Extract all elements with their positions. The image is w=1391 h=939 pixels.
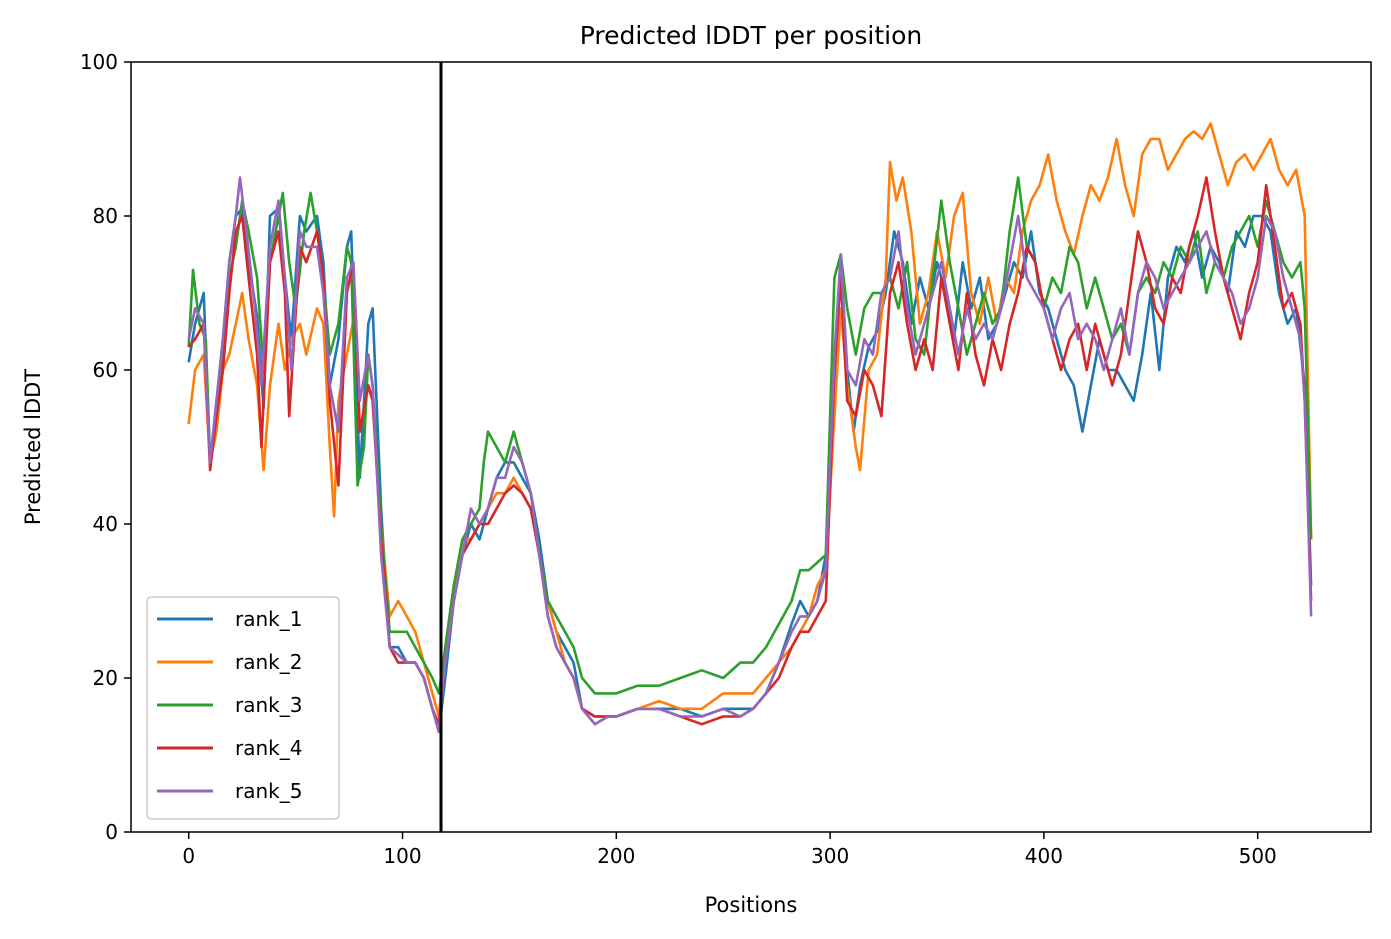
legend-label-rank_2: rank_2 [235,650,302,674]
x-tick-label: 0 [182,844,195,868]
x-tick-label: 300 [811,844,849,868]
y-axis: 0 20 40 60 80 100 [80,50,131,844]
x-axis: 0 100 200 300 400 500 [182,832,1277,868]
x-tick-label: 100 [383,844,421,868]
series-layer [187,122,1313,734]
legend-label-rank_4: rank_4 [235,736,302,760]
series-line-rank_3 [187,176,1313,695]
legend-label-rank_3: rank_3 [235,693,302,717]
x-axis-title: Positions [705,893,798,917]
y-tick-label: 40 [93,512,118,536]
y-tick-label: 20 [93,666,118,690]
y-tick-label: 60 [93,358,118,382]
x-tick-label: 200 [597,844,635,868]
x-tick-label: 400 [1025,844,1063,868]
plot-frame [130,61,1372,833]
legend-box [146,596,340,820]
x-tick-label: 500 [1239,844,1277,868]
chart-title: Predicted lDDT per position [580,21,922,50]
y-tick-label: 100 [80,50,118,74]
y-tick-label: 0 [105,820,118,844]
y-tick-label: 80 [93,204,118,228]
series-line-rank_4 [187,176,1313,726]
legend-label-rank_5: rank_5 [235,779,302,803]
legend-label-rank_1: rank_1 [235,607,302,631]
legend: rank_1 rank_2 rank_3 rank_4 rank_5 [146,596,340,820]
y-axis-title: Predicted lDDT [21,369,45,525]
series-line-rank_5 [187,176,1313,734]
